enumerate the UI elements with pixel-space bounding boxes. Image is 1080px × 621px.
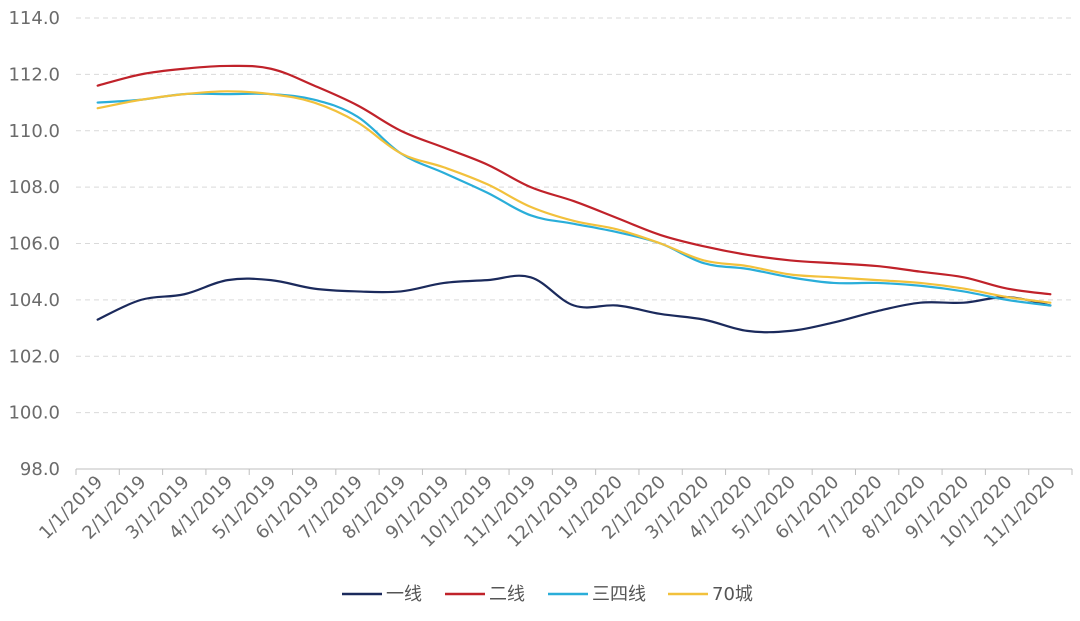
series-line-1	[96, 274, 1052, 334]
y-tick-label: 110.0	[8, 121, 60, 142]
y-tick-label: 102.0	[8, 346, 60, 367]
legend-label: 二线	[489, 584, 525, 605]
axes	[75, 468, 1073, 475]
y-tick-label: 106.0	[8, 234, 60, 255]
legend: 一线 二线 三四线 70城	[342, 584, 753, 605]
y-tick-label: 104.0	[8, 290, 60, 311]
x-tick-labels: 1/1/20192/1/20193/1/20194/1/20195/1/2019…	[35, 472, 1060, 552]
y-tick-label: 114.0	[8, 8, 60, 29]
gridlines	[76, 17, 1072, 414]
series-line-4	[96, 90, 1052, 304]
y-tick-label: 112.0	[8, 64, 60, 85]
legend-label: 三四线	[592, 584, 646, 605]
y-tick-label: 100.0	[8, 403, 60, 424]
series-lines	[96, 64, 1052, 334]
series-line-2	[96, 64, 1052, 296]
y-tick-label: 98.0	[20, 459, 60, 480]
legend-label: 一线	[386, 584, 422, 605]
y-tick-labels: 98.0 100.0 102.0 104.0 106.0 108.0 110.0 112.0 1…	[8, 8, 60, 480]
y-tick-label: 108.0	[8, 177, 60, 198]
series-line-3	[96, 92, 1052, 307]
legend-label: 70城	[712, 584, 753, 605]
